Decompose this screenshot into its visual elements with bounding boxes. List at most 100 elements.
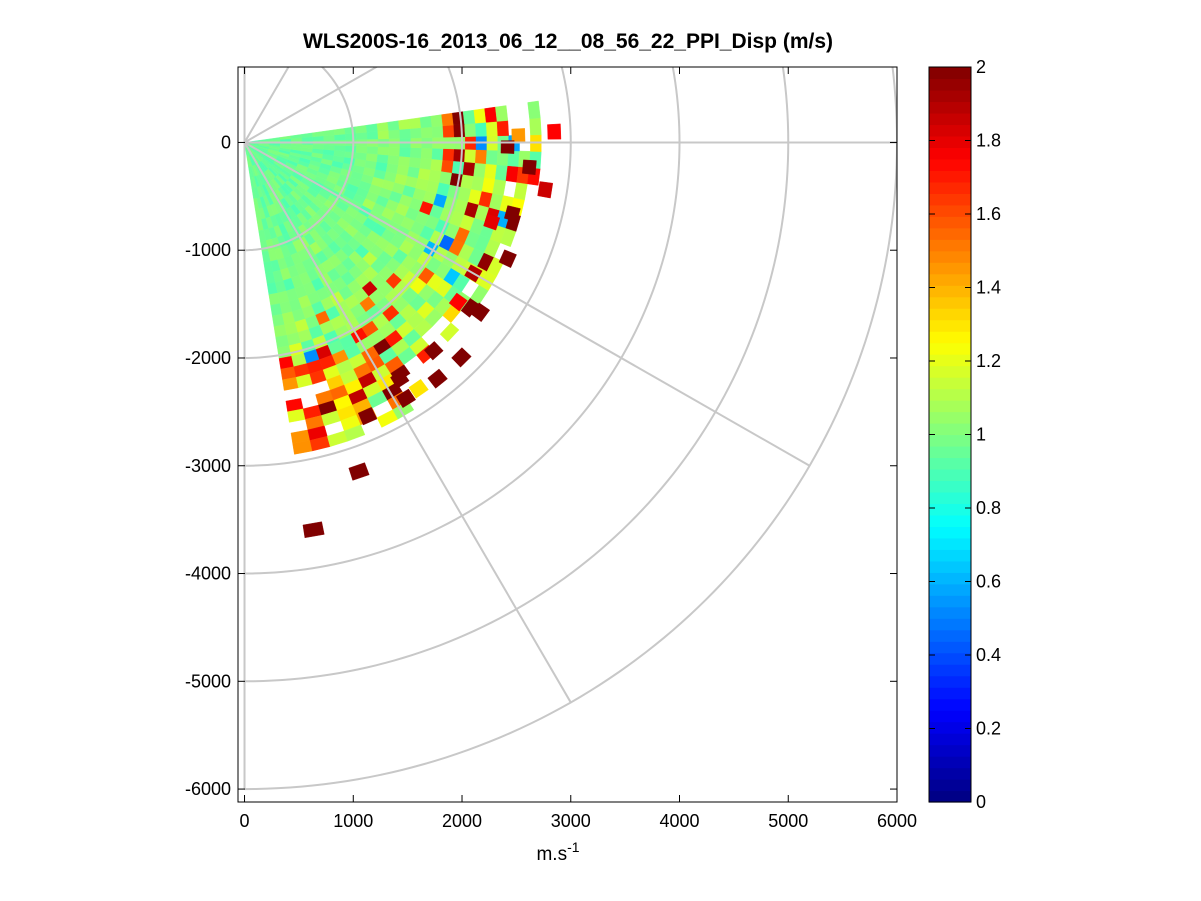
y-tick-label: -6000 [185, 779, 231, 799]
colorbar-swatch [929, 572, 971, 585]
scan-cell [366, 146, 379, 155]
colorbar-swatch [929, 227, 971, 240]
scan-cell [408, 156, 422, 169]
scan-cell [442, 148, 455, 162]
scan-cell [439, 322, 460, 343]
scan-cell [485, 149, 498, 165]
colorbar-swatch [929, 744, 971, 757]
scan-cell [423, 341, 444, 361]
y-tick-label: -4000 [185, 564, 231, 584]
colorbar-swatch [929, 400, 971, 413]
x-tick-label: 1000 [333, 811, 373, 831]
scan-cell [334, 145, 346, 152]
y-tick-label: -1000 [185, 240, 231, 260]
colorbar-tick-label: 1.8 [976, 131, 1001, 151]
colorbar-swatch [929, 296, 971, 309]
scan-cell [417, 167, 431, 181]
scan-cell [430, 158, 443, 172]
colorbar-swatch [929, 285, 971, 298]
scan-cell [522, 159, 537, 175]
colorbar-swatch [929, 652, 971, 665]
chart-title: WLS200S-16_2013_06_12__08_56_22_PPI_Disp… [303, 30, 833, 53]
colorbar-swatch [929, 250, 971, 263]
colorbar-swatch [929, 147, 971, 160]
scan-cell [464, 123, 477, 137]
colorbar-swatch [929, 664, 971, 677]
colorbar-tick-label: 0.6 [976, 572, 1001, 592]
colorbar-swatch [929, 698, 971, 711]
colorbar-swatch [929, 216, 971, 229]
scan-cell [395, 388, 417, 409]
scan-cell [355, 152, 368, 161]
colorbar-swatch [929, 181, 971, 194]
scan-cell [442, 124, 455, 138]
scan-cell [498, 249, 517, 268]
scan-cell [420, 126, 433, 139]
plot-frame [237, 66, 898, 803]
scan-cell [302, 521, 325, 539]
scan-cell [409, 117, 422, 129]
scan-cell [475, 149, 488, 165]
colorbar-tick-label: 1 [976, 425, 986, 445]
colorbar-swatch [929, 641, 971, 654]
scan-cell [390, 369, 410, 389]
colorbar-swatch [929, 170, 971, 183]
colorbar-swatch [929, 101, 971, 114]
colorbar-swatch [929, 204, 971, 217]
colorbar-swatch [929, 89, 971, 103]
colorbar-swatch [929, 423, 971, 436]
colorbar-swatch [929, 457, 971, 470]
colorbar-tick-label: 1.2 [976, 351, 1001, 371]
polar-grid [243, 67, 897, 791]
scan-cell [484, 106, 498, 123]
scan-cell [376, 154, 389, 164]
colorbar-swatch [929, 308, 971, 321]
colorbar-swatch [929, 411, 971, 424]
scan-cell [529, 117, 542, 136]
x-axis-label: m.s-1 [536, 839, 579, 865]
scan-cell [527, 100, 541, 119]
colorbar-tick-label: 0.4 [976, 645, 1001, 665]
scan-cells [244, 100, 562, 539]
scan-cell [343, 424, 366, 442]
scan-cell [377, 130, 390, 140]
x-tick-label: 6000 [877, 811, 917, 831]
scan-cell [483, 213, 501, 231]
colorbar-swatch [929, 503, 971, 516]
colorbar-swatch [929, 319, 971, 332]
scan-cell [537, 181, 554, 199]
x-tick-label: 2000 [442, 811, 482, 831]
scan-cell [453, 148, 466, 163]
polar-grid-spoke [243, 141, 572, 703]
colorbar-swatch [929, 721, 971, 734]
scan-cell [301, 144, 314, 149]
colorbar-swatch [929, 331, 971, 344]
colorbar-swatch [929, 526, 971, 539]
scan-cell [388, 129, 401, 139]
scan-cell [398, 155, 411, 167]
scan-cell [495, 105, 509, 122]
scan-cell [344, 126, 357, 135]
scan-cell [430, 114, 444, 128]
colorbar-swatch [929, 756, 971, 769]
scan-cell [399, 147, 412, 158]
colorbar-swatch [929, 262, 971, 275]
colorbar-swatch [929, 767, 971, 780]
scan-cell [505, 165, 519, 183]
scan-cell [355, 132, 368, 140]
colorbar-swatch [929, 480, 971, 493]
scan-cell [323, 144, 335, 151]
x-axis: 0 1000 2000 3000 4000 5000 6000 [240, 67, 917, 831]
scan-cell [428, 169, 442, 183]
scan-cell [377, 146, 390, 156]
colorbar-swatch [929, 629, 971, 642]
scan-cell [408, 378, 429, 399]
colorbar-swatch [929, 779, 971, 792]
scan-cell [441, 112, 454, 127]
scan-cell [357, 406, 378, 426]
scan-cell [485, 121, 499, 137]
colorbar-swatch [929, 549, 971, 562]
colorbar-swatch [929, 445, 971, 459]
scan-cell [511, 128, 526, 143]
y-tick-label: -3000 [185, 456, 231, 476]
